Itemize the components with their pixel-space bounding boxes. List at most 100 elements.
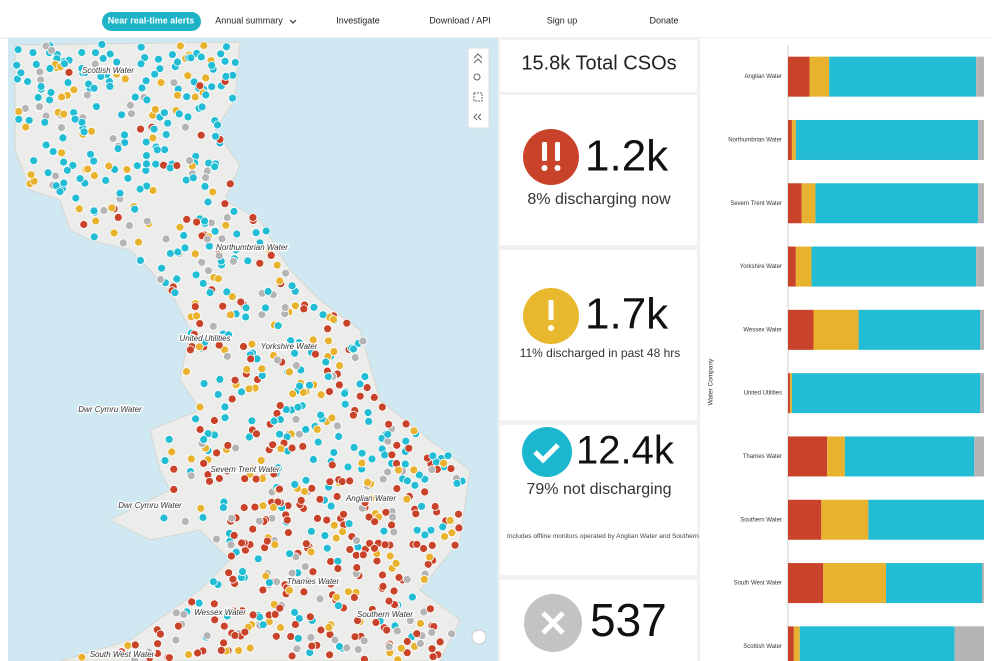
map-marker[interactable] — [380, 450, 390, 460]
map-marker[interactable] — [169, 485, 179, 494]
map-marker[interactable] — [167, 447, 177, 457]
bar-segment[interactable] — [886, 563, 983, 604]
map-marker[interactable] — [345, 545, 355, 554]
map-marker[interactable] — [402, 476, 412, 486]
map-marker[interactable] — [427, 465, 437, 475]
map-marker[interactable] — [136, 59, 146, 69]
map-marker[interactable] — [215, 374, 225, 384]
map-marker[interactable] — [63, 78, 73, 87]
map-marker[interactable] — [159, 108, 169, 118]
bar-segment[interactable] — [788, 436, 828, 477]
map-marker[interactable] — [187, 597, 197, 607]
map-marker[interactable] — [222, 213, 232, 223]
map-marker[interactable] — [77, 48, 87, 57]
map-marker[interactable] — [205, 476, 214, 486]
map-marker[interactable] — [175, 41, 185, 51]
map-marker[interactable] — [358, 550, 368, 560]
map-marker[interactable] — [326, 557, 336, 566]
map-marker[interactable] — [209, 416, 219, 425]
map-marker[interactable] — [384, 596, 394, 606]
map-marker[interactable] — [251, 474, 261, 484]
bar-segment[interactable] — [982, 563, 984, 604]
map-marker[interactable] — [148, 133, 158, 143]
map-marker[interactable] — [284, 367, 294, 377]
map-marker[interactable] — [352, 536, 361, 545]
map-marker[interactable] — [192, 217, 202, 227]
map-marker[interactable] — [258, 620, 268, 630]
map-marker[interactable] — [379, 526, 389, 536]
map-marker[interactable] — [63, 165, 72, 175]
map-marker[interactable] — [231, 245, 241, 255]
map-marker[interactable] — [315, 494, 325, 504]
map-marker[interactable] — [312, 424, 322, 434]
map-marker[interactable] — [255, 258, 265, 268]
map-marker[interactable] — [276, 444, 286, 454]
map-marker[interactable] — [229, 206, 239, 216]
map-marker[interactable] — [320, 531, 330, 540]
map-marker[interactable] — [230, 631, 240, 640]
map-marker[interactable] — [268, 440, 278, 450]
map-marker[interactable] — [175, 222, 185, 232]
map-marker[interactable] — [152, 145, 162, 155]
map-marker[interactable] — [244, 432, 254, 442]
map-marker[interactable] — [220, 56, 230, 66]
map-marker[interactable] — [357, 458, 367, 468]
map-marker[interactable] — [188, 173, 198, 183]
map-marker[interactable] — [414, 470, 424, 480]
map-marker[interactable] — [280, 303, 290, 313]
nav-item[interactable]: Annual summary — [215, 15, 283, 25]
map-marker[interactable] — [237, 606, 247, 616]
map-marker[interactable] — [212, 448, 222, 458]
map-marker[interactable] — [445, 516, 455, 525]
map-marker[interactable] — [305, 612, 315, 622]
map-marker[interactable] — [222, 287, 232, 297]
map-marker[interactable] — [191, 414, 201, 424]
bar-segment[interactable] — [858, 309, 981, 350]
map-marker[interactable] — [348, 410, 358, 420]
bar-segment[interactable] — [788, 246, 796, 287]
map-marker[interactable] — [272, 577, 282, 587]
map-marker[interactable] — [217, 234, 227, 244]
map-marker[interactable] — [200, 181, 210, 191]
map-marker[interactable] — [428, 451, 438, 461]
map-marker[interactable] — [12, 60, 22, 70]
map-marker[interactable] — [305, 380, 314, 390]
map-marker[interactable] — [172, 161, 182, 171]
map-marker[interactable] — [290, 620, 300, 629]
bar-segment[interactable] — [980, 309, 984, 350]
map-marker[interactable] — [159, 513, 169, 523]
bar-segment[interactable] — [823, 563, 886, 604]
map-marker[interactable] — [55, 187, 65, 197]
map-marker[interactable] — [410, 480, 420, 490]
map-marker[interactable] — [36, 82, 46, 91]
map-marker[interactable] — [163, 118, 173, 128]
map-marker[interactable] — [322, 515, 332, 525]
map-marker[interactable] — [190, 302, 200, 312]
map-marker[interactable] — [355, 379, 365, 389]
map-marker[interactable] — [142, 95, 152, 105]
map-marker[interactable] — [199, 41, 209, 50]
map-marker[interactable] — [89, 156, 99, 166]
map-marker[interactable] — [428, 652, 438, 661]
map-marker[interactable] — [370, 517, 380, 527]
map-marker[interactable] — [324, 336, 333, 346]
map-marker[interactable] — [14, 114, 24, 124]
map-marker[interactable] — [46, 88, 56, 97]
bar-segment[interactable] — [795, 119, 979, 160]
bar-segment[interactable] — [829, 56, 977, 97]
map-marker[interactable] — [334, 432, 344, 441]
map-marker[interactable] — [256, 455, 266, 465]
map-marker[interactable] — [83, 164, 93, 174]
map-marker[interactable] — [363, 477, 373, 487]
map-marker[interactable] — [435, 637, 445, 647]
map-marker[interactable] — [275, 484, 284, 494]
map-marker[interactable] — [203, 266, 213, 276]
map-marker[interactable] — [389, 586, 399, 596]
map-marker[interactable] — [126, 109, 136, 119]
map-marker[interactable] — [213, 274, 223, 284]
map-marker[interactable] — [332, 592, 341, 602]
map-marker[interactable] — [186, 471, 196, 481]
map-marker[interactable] — [335, 361, 345, 371]
bar-segment[interactable] — [788, 119, 792, 160]
nav-item[interactable]: Download / API — [429, 15, 491, 25]
